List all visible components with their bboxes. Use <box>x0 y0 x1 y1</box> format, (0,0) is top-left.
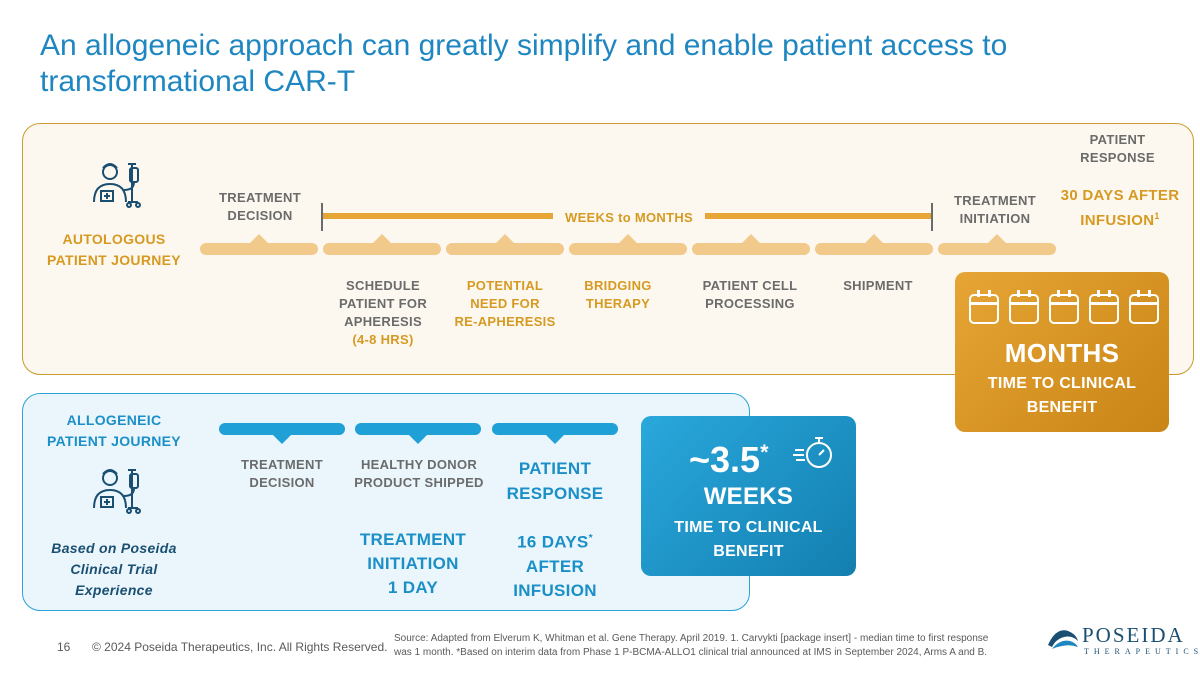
months-callout: MONTHS TIME TO CLINICAL BENEFIT <box>955 272 1169 432</box>
auto-step-bar-treatment-initiation <box>938 234 1056 255</box>
weeks-sub: TIME TO CLINICAL BENEFIT <box>674 519 823 560</box>
page-number: 16 <box>57 640 71 654</box>
page-title: An allogeneic approach can greatly simpl… <box>40 29 1008 98</box>
calendar-icon <box>1049 290 1079 324</box>
autologous-label: AUTOLOGOUS PATIENT JOURNEY <box>47 231 181 268</box>
months-value: MONTHS <box>1004 338 1120 368</box>
source-note: Source: Adapted from Elverum K, Whitman … <box>394 633 989 658</box>
copyright: © 2024 Poseida Therapeutics, Inc. All Ri… <box>92 640 388 654</box>
calendar-icon <box>1089 290 1119 324</box>
logo-name: POSEIDA <box>1082 623 1185 647</box>
weeks-unit: WEEKS <box>703 483 794 510</box>
allogeneic-label: ALLOGENEIC PATIENT JOURNEY <box>47 412 181 449</box>
auto-step-bar-reapheresis <box>446 234 564 255</box>
logo-sub: THERAPEUTICS <box>1084 647 1200 656</box>
span-line-right <box>705 213 931 219</box>
step-re-apheresis: POTENTIAL NEED FOR RE-APHERESIS <box>454 278 556 329</box>
allo-step-bar-donor-product <box>355 423 481 444</box>
weeks-callout: ~3.5* WEEKS TIME TO CLINICAL BENEFIT <box>641 416 856 576</box>
auto-step-bar-treatment-decision <box>200 234 318 255</box>
auto-treatment-decision: TREATMENT DECISION <box>219 190 301 223</box>
calendar-icon <box>1129 290 1159 324</box>
allo-treatment-decision: TREATMENT DECISION <box>241 457 323 490</box>
months-sub: TIME TO CLINICAL BENEFIT <box>987 375 1137 416</box>
allo-16-days-after-infusion: 16 DAYS* AFTER INFUSION <box>513 532 597 600</box>
auto-step-bar-schedule <box>323 234 441 255</box>
allo-step-bar-treatment-decision <box>219 423 345 444</box>
step-shipment: SHIPMENT <box>843 278 913 293</box>
poseida-wave-icon <box>1048 630 1078 649</box>
calendar-icon <box>1009 290 1039 324</box>
auto-patient-response: PATIENT RESPONSE <box>1080 132 1155 165</box>
auto-30-days-after-infusion: 30 DAYS AFTER INFUSION1 <box>1060 187 1180 229</box>
allo-note: Based on Poseida Clinical Trial Experien… <box>51 540 177 598</box>
auto-step-bar-processing <box>692 234 810 255</box>
step-schedule-apheresis: SCHEDULE PATIENT FOR APHERESIS (4-8 HRS) <box>338 278 428 347</box>
span-cap-left <box>321 203 323 231</box>
weeks-to-months-label: WEEKS to MONTHS <box>565 210 693 225</box>
patient-iv-icon <box>93 469 141 514</box>
calendar-icon <box>969 290 999 324</box>
step-patient-cell-processing: PATIENT CELL PROCESSING <box>702 278 798 311</box>
span-cap-right <box>931 203 933 231</box>
allo-patient-response: PATIENT RESPONSE <box>506 459 604 503</box>
patient-iv-icon <box>93 163 141 208</box>
auto-treatment-initiation: TREATMENT INITIATION <box>954 193 1036 226</box>
step-bridging-therapy: BRIDGING THERAPY <box>584 278 652 311</box>
allo-treatment-initiation: TREATMENT INITIATION 1 DAY <box>359 530 467 597</box>
span-line-left <box>323 213 553 219</box>
allo-step-bar-patient-response <box>492 423 618 444</box>
weeks-value: ~3.5* <box>689 439 769 480</box>
allo-healthy-donor-product: HEALTHY DONOR PRODUCT SHIPPED <box>354 457 484 490</box>
auto-step-bar-shipment <box>815 234 933 255</box>
stopwatch-icon <box>793 437 832 468</box>
auto-step-bar-bridging <box>569 234 687 255</box>
